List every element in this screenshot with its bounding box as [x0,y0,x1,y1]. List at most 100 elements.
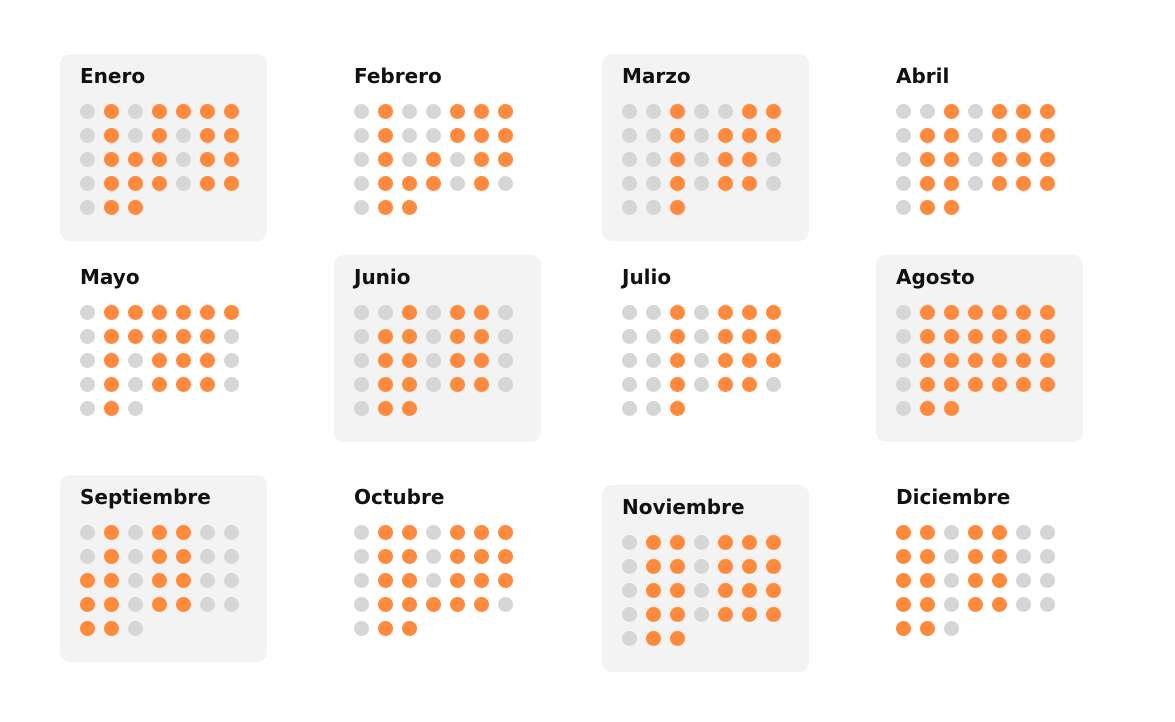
active-day-dot [896,621,911,636]
inactive-day-dot [622,559,637,574]
active-day-dot [718,353,733,368]
inactive-day-dot [176,128,191,143]
inactive-day-dot [896,152,911,167]
inactive-day-dot [622,353,637,368]
inactive-day-dot [646,128,661,143]
month-title: Noviembre [622,495,745,519]
active-day-dot [152,353,167,368]
inactive-day-dot [622,631,637,646]
active-day-dot [968,573,983,588]
month-title: Diciembre [896,485,1011,509]
inactive-day-dot [200,525,215,540]
inactive-day-dot [1040,549,1055,564]
active-day-dot [920,176,935,191]
inactive-day-dot [498,305,513,320]
active-day-dot [742,329,757,344]
inactive-day-dot [622,104,637,119]
inactive-day-dot [426,525,441,540]
active-day-dot [920,377,935,392]
active-day-dot [920,200,935,215]
inactive-day-dot [426,573,441,588]
active-day-dot [152,152,167,167]
inactive-day-dot [646,176,661,191]
inactive-day-dot [896,128,911,143]
active-day-dot [766,104,781,119]
active-day-dot [450,525,465,540]
active-day-dot [944,353,959,368]
active-day-dot [176,573,191,588]
active-day-dot [200,305,215,320]
active-day-dot [920,305,935,320]
inactive-day-dot [80,525,95,540]
active-day-dot [450,353,465,368]
active-day-dot [104,401,119,416]
active-day-dot [944,104,959,119]
inactive-day-dot [1016,525,1031,540]
inactive-day-dot [426,353,441,368]
month-title: Agosto [896,265,975,289]
active-day-dot [378,573,393,588]
inactive-day-dot [920,104,935,119]
active-day-dot [402,597,417,612]
active-day-dot [766,535,781,550]
inactive-day-dot [128,401,143,416]
inactive-day-dot [646,200,661,215]
active-day-dot [992,573,1007,588]
inactive-day-dot [944,621,959,636]
active-day-dot [224,128,239,143]
inactive-day-dot [766,377,781,392]
active-day-dot [378,329,393,344]
active-day-dot [450,329,465,344]
active-day-dot [402,621,417,636]
active-day-dot [1016,104,1031,119]
inactive-day-dot [694,353,709,368]
active-day-dot [670,583,685,598]
inactive-day-dot [896,329,911,344]
active-day-dot [718,152,733,167]
active-day-dot [742,104,757,119]
inactive-day-dot [944,573,959,588]
inactive-day-dot [200,549,215,564]
month-title: Septiembre [80,485,211,509]
active-day-dot [670,128,685,143]
active-day-dot [944,377,959,392]
active-day-dot [766,559,781,574]
active-day-dot [968,549,983,564]
active-day-dot [378,597,393,612]
active-day-dot [718,607,733,622]
active-day-dot [450,128,465,143]
active-day-dot [474,597,489,612]
active-day-dot [128,176,143,191]
active-day-dot [402,525,417,540]
inactive-day-dot [80,305,95,320]
active-day-dot [992,128,1007,143]
inactive-day-dot [622,607,637,622]
active-day-dot [200,329,215,344]
active-day-dot [152,549,167,564]
active-day-dot [402,573,417,588]
active-day-dot [718,377,733,392]
active-day-dot [742,535,757,550]
inactive-day-dot [450,152,465,167]
active-day-dot [474,573,489,588]
inactive-day-dot [646,104,661,119]
active-day-dot [104,549,119,564]
inactive-day-dot [354,200,369,215]
active-day-dot [1016,152,1031,167]
inactive-day-dot [176,176,191,191]
active-day-dot [224,176,239,191]
month-title: Abril [896,64,950,88]
inactive-day-dot [80,329,95,344]
active-day-dot [176,377,191,392]
inactive-day-dot [694,152,709,167]
inactive-day-dot [896,305,911,320]
active-day-dot [498,525,513,540]
inactive-day-dot [128,128,143,143]
inactive-day-dot [694,104,709,119]
inactive-day-dot [354,525,369,540]
active-day-dot [646,583,661,598]
active-day-dot [498,549,513,564]
inactive-day-dot [80,104,95,119]
active-day-dot [1016,128,1031,143]
active-day-dot [1016,353,1031,368]
